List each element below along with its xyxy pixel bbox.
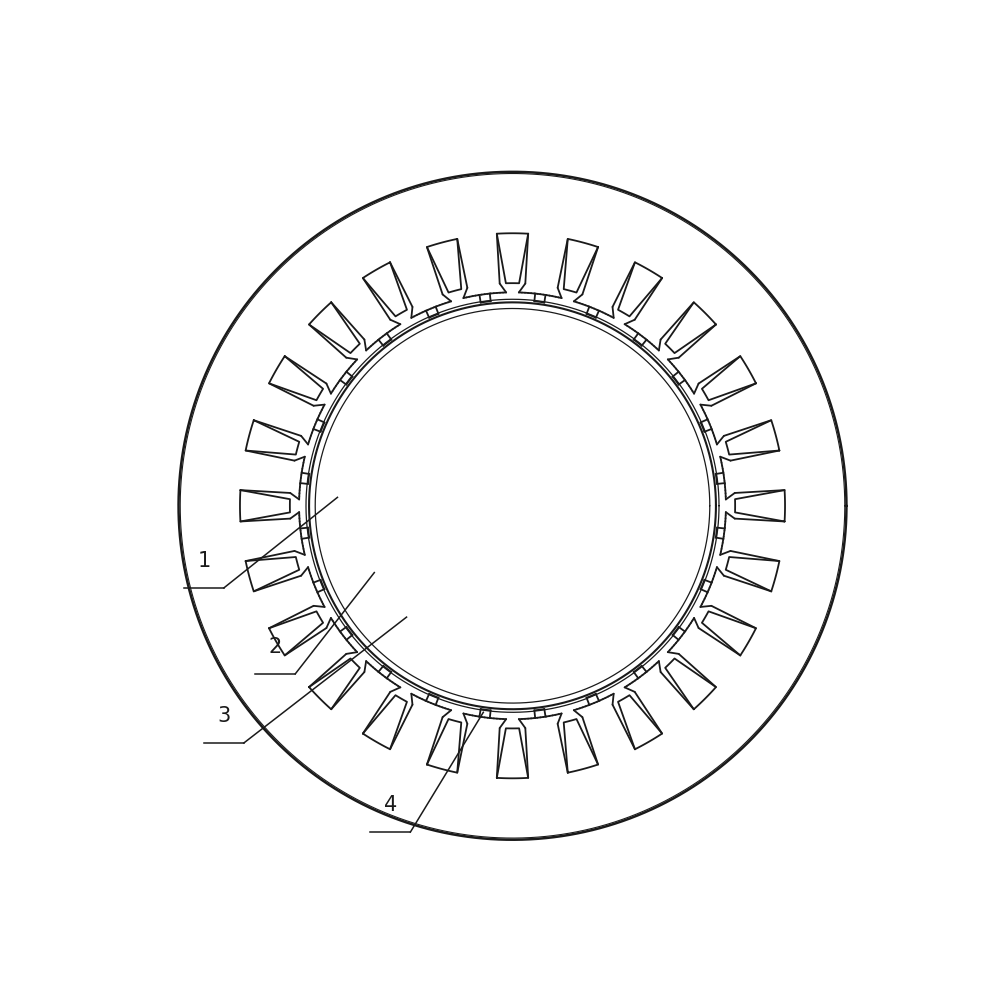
Text: 3: 3 — [217, 706, 230, 726]
Text: 1: 1 — [197, 551, 211, 571]
Text: 4: 4 — [384, 796, 397, 816]
Text: 2: 2 — [269, 637, 282, 657]
